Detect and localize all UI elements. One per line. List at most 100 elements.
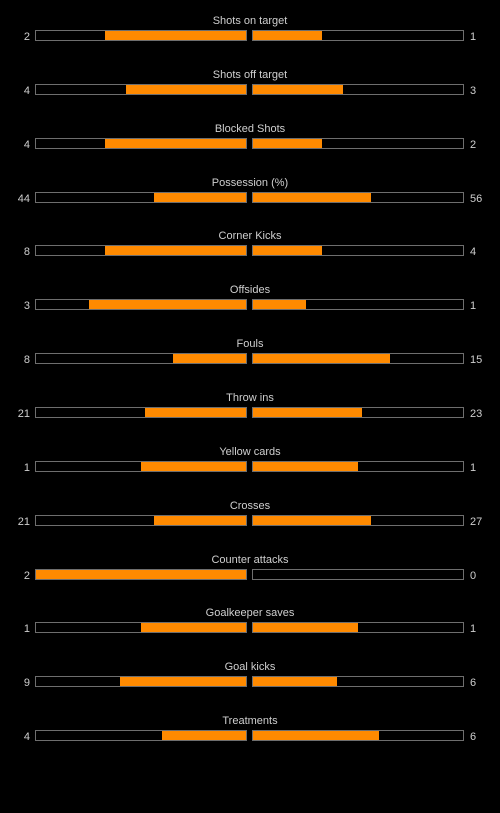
home-value: 1 (23, 623, 30, 636)
home-value: 1 (23, 461, 30, 474)
home-bar-fill (105, 138, 246, 148)
home-value: 4 (23, 138, 30, 151)
away-bar-fill (253, 192, 371, 202)
home-bar-fill (88, 300, 246, 310)
away-value: 56 (470, 192, 483, 205)
stat-row-counter-attacks: Counter attacks 2 0 (0, 549, 500, 589)
home-bar-fill (105, 246, 246, 256)
away-bar (252, 83, 464, 95)
away-bar-fill (253, 31, 323, 40)
away-value: 1 (470, 623, 477, 636)
home-bar (35, 460, 247, 472)
stat-row-yellow-cards: Yellow cards 1 1 (0, 441, 500, 481)
home-value: 44 (17, 192, 30, 205)
home-value: 2 (23, 569, 30, 582)
away-bar-fill (253, 84, 344, 94)
stat-label: Goal kicks (224, 661, 276, 674)
away-bar (252, 406, 464, 418)
away-bar-fill (253, 246, 323, 256)
home-bar (35, 191, 247, 203)
home-bar (35, 730, 247, 742)
stat-row-throw-ins: Throw ins 21 23 (0, 387, 500, 427)
stat-label: Fouls (236, 338, 264, 351)
stat-row-corner-kicks: Corner Kicks 8 4 (0, 225, 500, 265)
stat-row-crosses: Crosses 21 27 (0, 495, 500, 535)
home-value: 4 (23, 84, 30, 97)
home-bar (35, 514, 247, 526)
away-bar (252, 353, 464, 365)
away-bar (252, 299, 464, 311)
home-bar-fill (141, 623, 246, 633)
stat-label: Shots off target (212, 68, 288, 81)
stat-row-offsides: Offsides 3 1 (0, 279, 500, 319)
home-value: 8 (23, 354, 30, 367)
away-value: 27 (470, 515, 483, 528)
stat-row-possession: Possession (%) 44 56 (0, 172, 500, 212)
stat-row-goalkeeper-saves: Goalkeeper saves 1 1 (0, 602, 500, 642)
home-bar-fill (153, 192, 246, 202)
away-bar-fill (253, 731, 379, 741)
stat-label: Yellow cards (219, 445, 281, 458)
home-value: 8 (23, 246, 30, 259)
away-value: 2 (470, 138, 477, 151)
home-bar (35, 30, 247, 41)
home-bar-fill (153, 515, 246, 525)
away-bar (252, 514, 464, 526)
stat-label: Possession (%) (211, 176, 289, 189)
home-value: 2 (23, 31, 30, 43)
stat-row-treatments: Treatments 4 6 (0, 710, 500, 750)
stat-row-shots-on-target: Shots on target 2 1 (0, 10, 500, 50)
away-bar (252, 245, 464, 257)
home-value: 9 (23, 677, 30, 690)
away-bar (252, 191, 464, 203)
home-bar (35, 83, 247, 95)
away-value: 0 (470, 569, 477, 582)
stat-label: Shots on target (212, 15, 288, 27)
away-bar-fill (253, 677, 337, 687)
away-bar-fill (253, 407, 363, 417)
stat-label: Offsides (229, 284, 271, 297)
away-value: 15 (470, 354, 483, 367)
home-bar (35, 299, 247, 311)
away-bar-fill (253, 461, 358, 471)
away-bar-fill (253, 623, 358, 633)
stat-row-blocked-shots: Blocked Shots 4 2 (0, 118, 500, 158)
away-value: 1 (470, 300, 477, 313)
stat-label: Treatments (222, 715, 278, 728)
away-value: 1 (470, 461, 477, 474)
home-bar-fill (120, 677, 246, 687)
away-value: 23 (470, 407, 483, 420)
home-bar (35, 137, 247, 149)
away-bar (252, 622, 464, 634)
away-bar-fill (253, 515, 371, 525)
home-bar (35, 676, 247, 688)
stat-label: Goalkeeper saves (205, 607, 295, 620)
home-bar-fill (126, 84, 246, 94)
away-bar (252, 568, 464, 580)
home-value: 4 (23, 731, 30, 744)
home-value: 21 (17, 407, 30, 420)
away-bar (252, 676, 464, 688)
home-bar-fill (36, 569, 246, 579)
home-bar-fill (145, 407, 246, 417)
away-bar-fill (253, 354, 390, 364)
away-value: 1 (470, 31, 477, 43)
home-bar-fill (141, 461, 246, 471)
away-bar (252, 30, 464, 41)
away-value: 3 (470, 84, 477, 97)
away-bar (252, 730, 464, 742)
home-bar-fill (162, 731, 246, 741)
stat-row-goal-kicks: Goal kicks 9 6 (0, 656, 500, 696)
away-value: 6 (470, 677, 477, 690)
away-bar (252, 137, 464, 149)
home-bar (35, 353, 247, 365)
home-bar-fill (105, 31, 246, 40)
stat-label: Corner Kicks (218, 230, 282, 243)
home-value: 21 (17, 515, 30, 528)
home-bar (35, 406, 247, 418)
home-value: 3 (23, 300, 30, 313)
stat-row-fouls: Fouls 8 15 (0, 333, 500, 373)
stat-label: Crosses (229, 499, 271, 512)
home-bar (35, 622, 247, 634)
away-bar (252, 460, 464, 472)
